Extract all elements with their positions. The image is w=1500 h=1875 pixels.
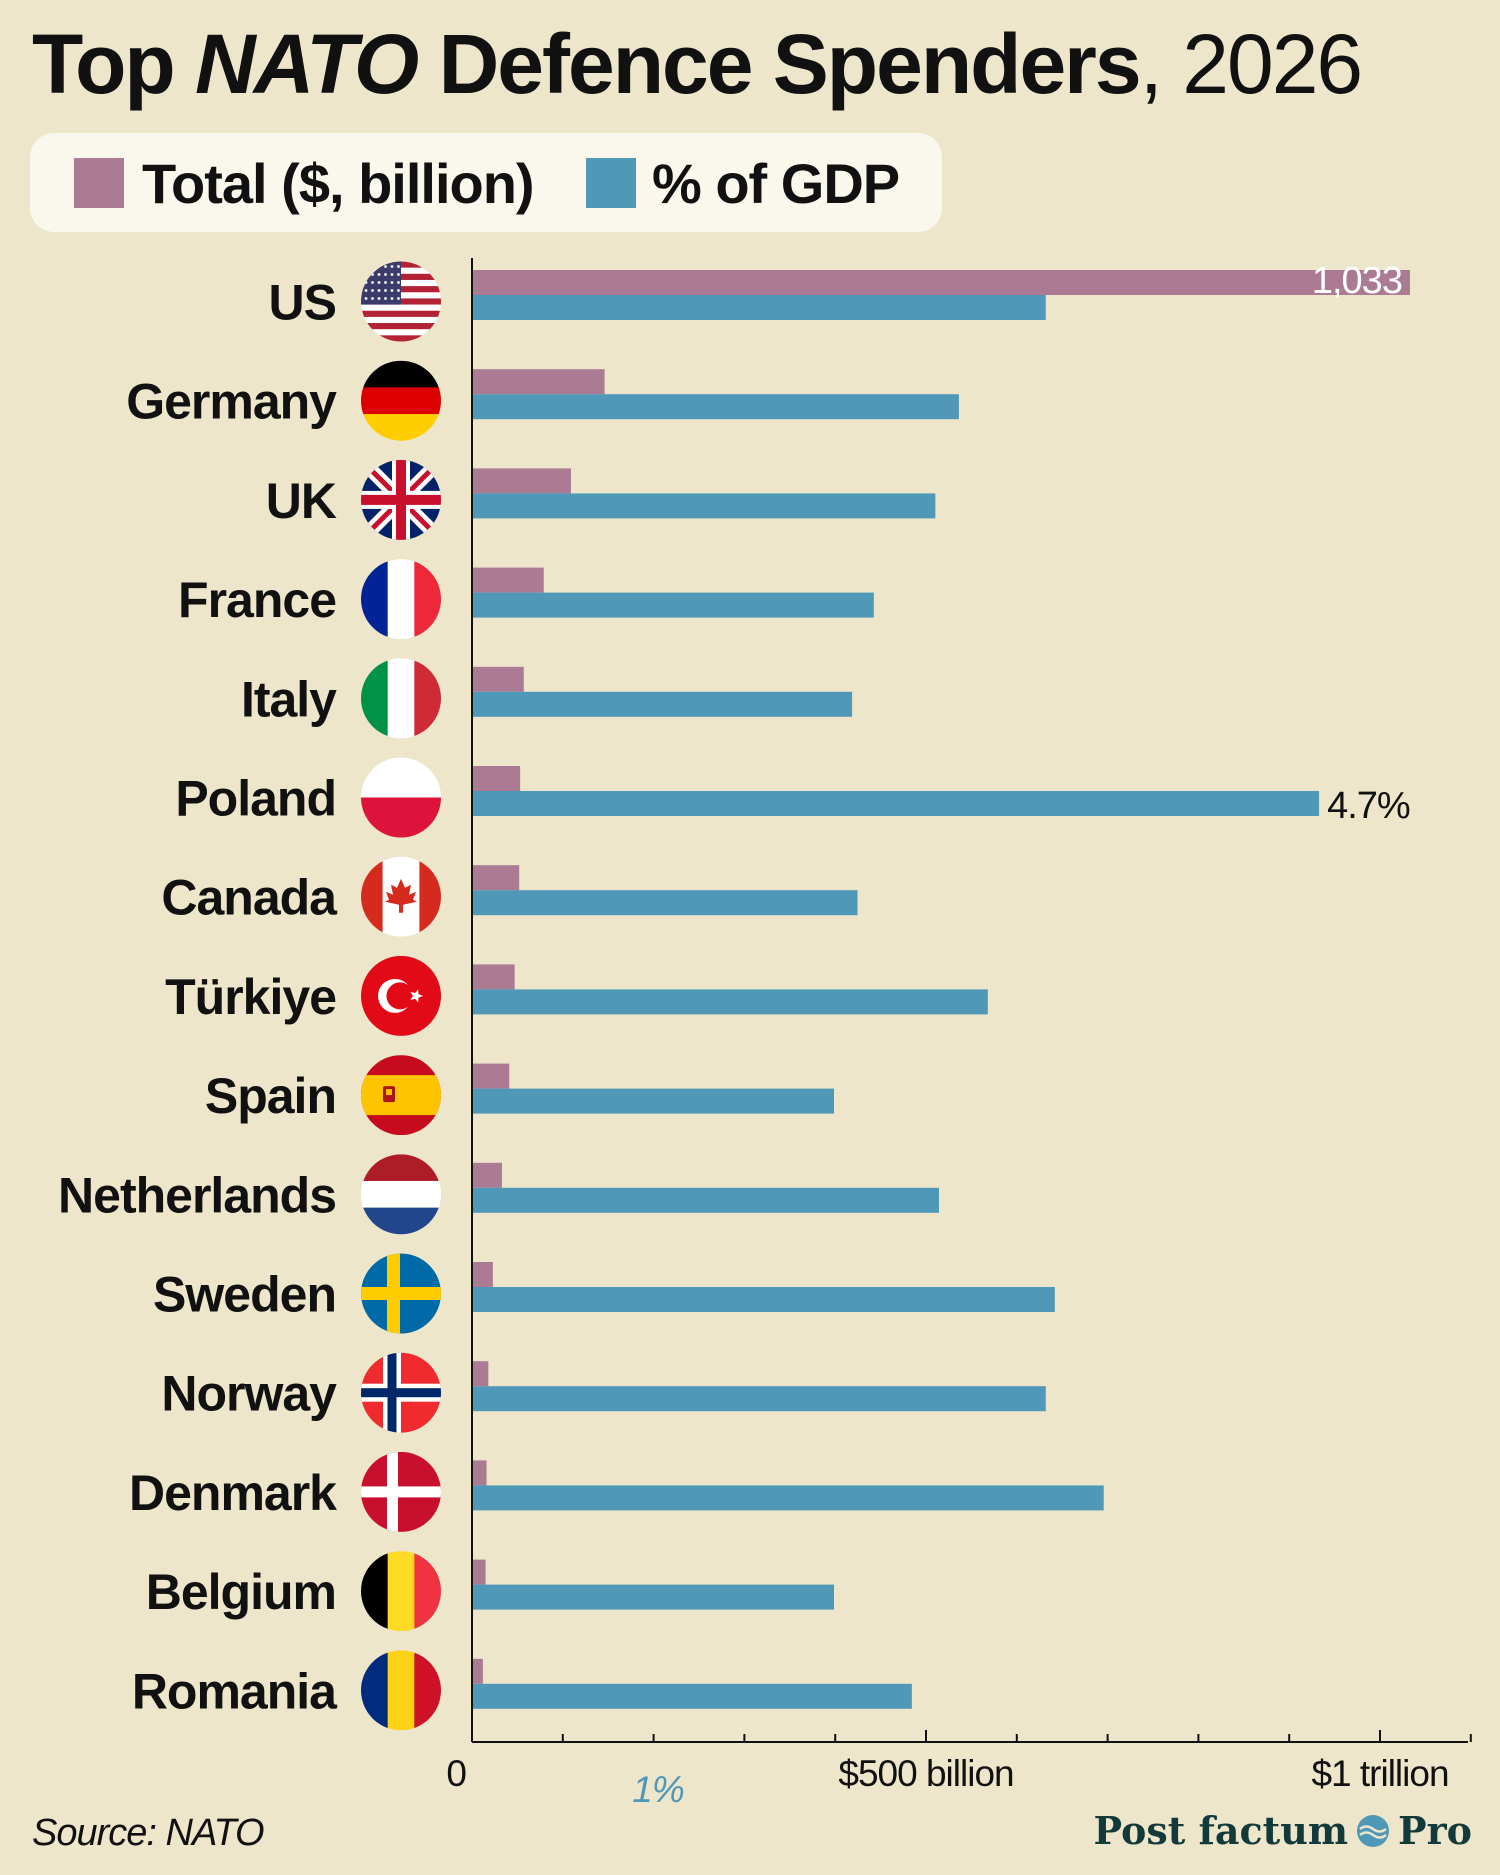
country-label: Italy [241, 671, 337, 727]
bar-gdp [472, 691, 853, 717]
netherlands-flag-icon [361, 1154, 441, 1235]
legend-swatch-gdp [586, 158, 636, 208]
belgium-flag-icon [361, 1551, 441, 1632]
flags [361, 261, 441, 1731]
country-label: Spain [205, 1068, 336, 1124]
bar-total [472, 766, 521, 791]
brand-suffix: Pro [1398, 1808, 1472, 1853]
country-label: France [178, 572, 336, 628]
bar-total [472, 1658, 483, 1684]
title-part-2: NATO [195, 17, 419, 111]
bar-gdp [472, 394, 959, 420]
country-label: Sweden [153, 1267, 336, 1323]
data-label-total: 1,033 [1312, 260, 1402, 302]
brand-name: Post factum [1093, 1808, 1349, 1853]
country-label: Germany [126, 374, 337, 430]
title-part-3: Defence Spenders [417, 17, 1142, 111]
canada-flag-icon [361, 856, 441, 937]
bar-gdp [472, 989, 988, 1015]
wave-logo-icon [1357, 1814, 1390, 1847]
france-flag-icon [361, 559, 441, 640]
bar-total [472, 468, 571, 494]
bar-gdp [472, 1485, 1104, 1511]
title-year: , 2026 [1139, 17, 1364, 111]
spain-flag-icon [361, 1055, 441, 1136]
bar-total [472, 964, 515, 990]
poland-flag-icon [361, 757, 441, 838]
denmark-flag-icon [361, 1451, 441, 1532]
bar-total [472, 1262, 493, 1287]
bar-gdp [472, 1088, 834, 1114]
bar-total [472, 666, 524, 692]
x-tick-label: 0 [446, 1753, 466, 1794]
country-labels: US Germany UK France Italy Poland Canada Türkiy… [58, 275, 339, 1720]
legend-label-total: Total ($, billion) [142, 152, 535, 215]
country-label: US [269, 275, 336, 331]
bar-total [472, 270, 1410, 295]
gdp-tick-label: 1% [632, 1769, 684, 1810]
turkiye-flag-icon [361, 955, 441, 1036]
chart-title: Top NATO Defence Spenders, 2026 [32, 17, 1364, 111]
bar-total [472, 1559, 486, 1585]
bar-total [472, 1460, 487, 1486]
bar-gdp [472, 890, 858, 916]
us-flag-icon [361, 261, 441, 342]
bar-gdp [472, 295, 1046, 320]
legend-swatch-total [74, 158, 124, 208]
country-label: Norway [161, 1366, 337, 1422]
bar-total [472, 865, 520, 891]
bars: 1,033 4.7% [472, 260, 1411, 1709]
country-label: Netherlands [58, 1167, 336, 1223]
source-note: Source: NATO [32, 1812, 265, 1854]
bar-gdp [472, 1386, 1046, 1412]
country-label: Türkiye [165, 969, 336, 1025]
bar-gdp [472, 1683, 912, 1709]
country-label: UK [266, 473, 337, 529]
norway-flag-icon [361, 1352, 441, 1433]
bar-gdp [472, 791, 1320, 816]
italy-flag-icon [361, 658, 441, 739]
country-label: Poland [175, 771, 336, 827]
bar-gdp [472, 493, 936, 519]
country-label: Romania [132, 1663, 338, 1719]
bar-total [472, 1361, 489, 1387]
x-tick-label: $500 billion [838, 1753, 1013, 1794]
country-label: Canada [161, 870, 338, 926]
uk-flag-icon [361, 459, 441, 540]
country-label: Belgium [146, 1564, 336, 1620]
title-part-1: Top [32, 17, 196, 111]
bar-gdp [472, 1187, 939, 1213]
bar-total [472, 369, 605, 395]
country-label: Denmark [129, 1465, 337, 1521]
bar-total [472, 567, 544, 593]
x-tick-label: $1 trillion [1311, 1753, 1448, 1794]
bar-gdp [472, 592, 874, 618]
romania-flag-icon [361, 1650, 441, 1731]
germany-flag-icon [361, 360, 441, 441]
legend-label-gdp: % of GDP [652, 152, 900, 215]
sweden-flag-icon [361, 1253, 441, 1334]
x-axis: 0 $500 billion $1 trillion 1% [446, 258, 1472, 1810]
bar-total [472, 1063, 510, 1089]
brand-logo: Post factum Pro [1093, 1808, 1472, 1853]
legend: Total ($, billion) % of GDP [30, 133, 942, 232]
data-label-gdp: 4.7% [1327, 785, 1410, 827]
bar-total [472, 1162, 502, 1188]
bar-gdp [472, 1584, 834, 1610]
bar-gdp [472, 1287, 1055, 1312]
